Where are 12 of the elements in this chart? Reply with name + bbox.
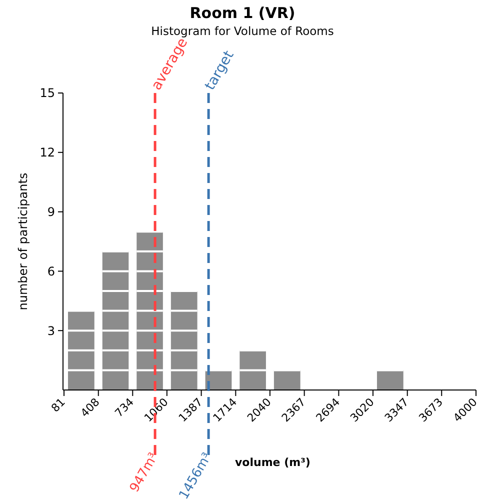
chart-subtitle: Histogram for Volume of Rooms	[151, 24, 334, 38]
y-tick-label: 12	[40, 146, 55, 160]
y-tick-label: 3	[47, 324, 55, 338]
x-axis-title: volume (m³)	[235, 456, 310, 469]
y-tick-label: 9	[47, 205, 55, 219]
chart-title: Room 1 (VR)	[190, 4, 296, 22]
x-tick-label: 408	[78, 396, 102, 420]
y-tick-label: 15	[40, 86, 55, 100]
y-axis-title: number of participants	[16, 172, 30, 310]
x-tick-label: 734	[112, 396, 136, 420]
x-tick-label: 81	[48, 396, 68, 415]
y-tick-label: 6	[47, 264, 55, 278]
